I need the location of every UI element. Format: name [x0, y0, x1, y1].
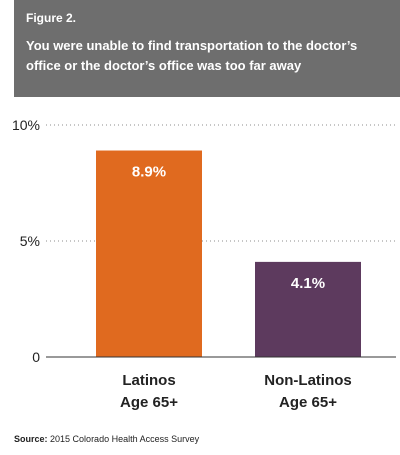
bar [96, 150, 202, 357]
x-category-label: Age 65+ [120, 394, 178, 411]
y-tick-label: 10% [12, 117, 40, 133]
chart-header: Figure 2. You were unable to find transp… [14, 0, 400, 97]
x-category-label: Latinos [122, 372, 175, 389]
source-label: Source: [14, 434, 48, 444]
y-tick-label: 0 [32, 349, 40, 365]
source-text: 2015 Colorado Health Access Survey [50, 434, 200, 444]
x-category-label: Non-Latinos [264, 372, 352, 389]
bar-value-label: 4.1% [291, 275, 325, 292]
x-category-label: Age 65+ [279, 394, 337, 411]
bar-value-label: 8.9% [132, 164, 166, 181]
y-tick-label: 5% [20, 233, 40, 249]
source-note: Source: 2015 Colorado Health Access Surv… [14, 434, 199, 444]
chart-title: You were unable to find transportation t… [26, 38, 358, 73]
figure-label: Figure 2. [26, 11, 77, 25]
bar [255, 261, 361, 357]
